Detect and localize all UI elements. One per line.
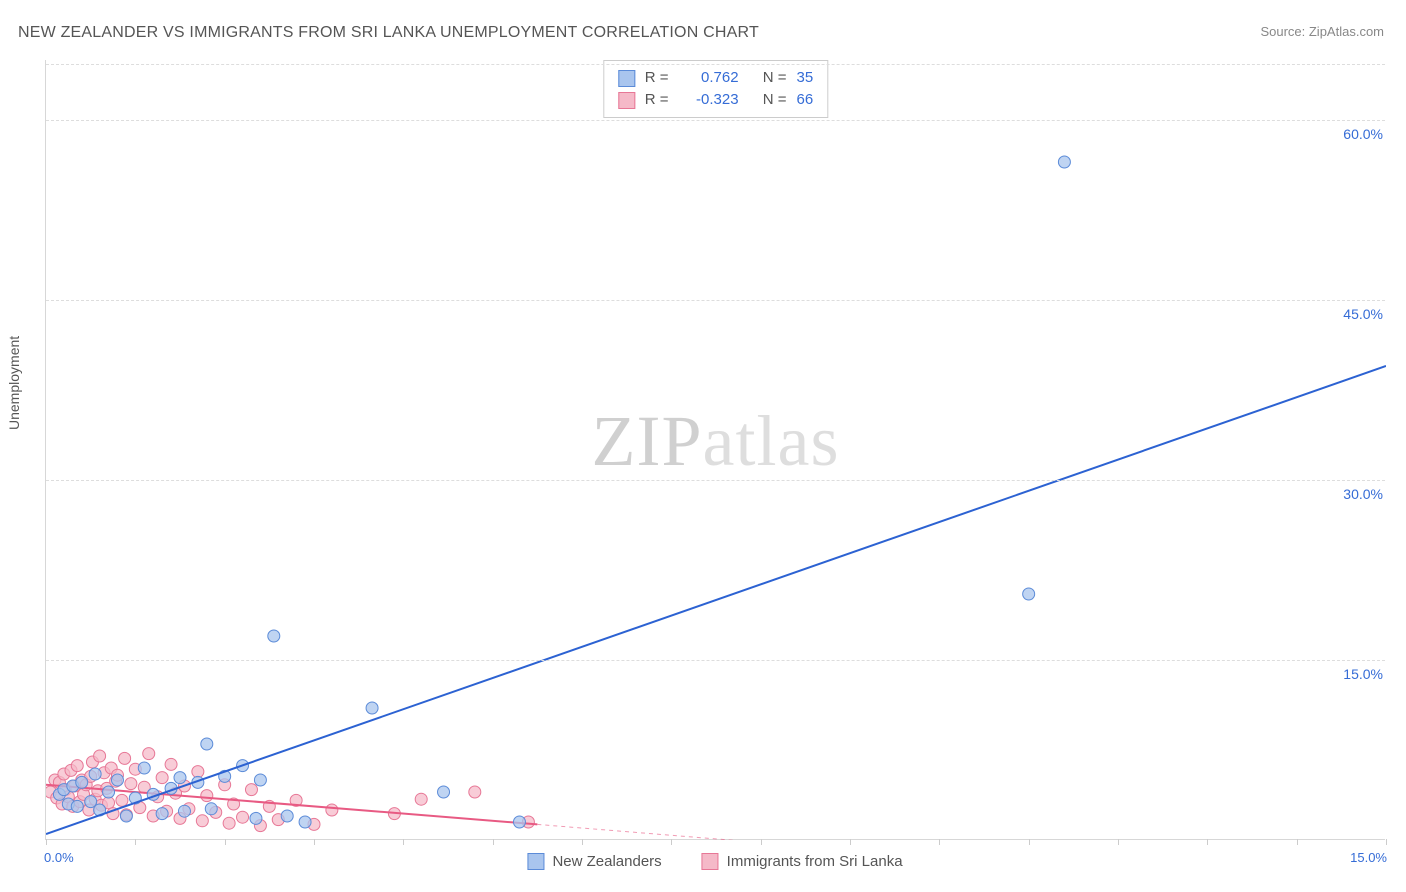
y-tick-label: 60.0% <box>1343 126 1387 142</box>
data-point <box>326 804 338 816</box>
data-point <box>250 812 262 824</box>
data-point <box>469 786 481 798</box>
data-point <box>76 776 88 788</box>
data-point <box>111 774 123 786</box>
data-point <box>138 762 150 774</box>
data-point <box>116 794 128 806</box>
data-point <box>143 748 155 760</box>
data-point <box>223 817 235 829</box>
data-point <box>513 816 525 828</box>
correlation-row-nz: R = 0.762 N = 35 <box>618 67 813 89</box>
data-point <box>438 786 450 798</box>
data-point <box>192 766 204 778</box>
data-point <box>103 786 115 798</box>
chart-container: ZIPatlas R = 0.762 N = 35 R = -0.323 N =… <box>45 60 1385 840</box>
data-point <box>120 810 132 822</box>
x-tick <box>225 839 226 845</box>
data-point <box>94 750 106 762</box>
data-point <box>156 772 168 784</box>
data-point <box>125 778 137 790</box>
x-tick <box>314 839 315 845</box>
y-tick-label: 30.0% <box>1343 486 1387 502</box>
chart-source: Source: ZipAtlas.com <box>1260 24 1384 39</box>
correlation-legend: R = 0.762 N = 35 R = -0.323 N = 66 <box>603 60 828 118</box>
legend-sl: Immigrants from Sri Lanka <box>702 853 903 870</box>
x-tick <box>135 839 136 845</box>
data-point <box>119 752 131 764</box>
regression-line <box>46 366 1386 834</box>
x-tick <box>850 839 851 845</box>
gridline <box>46 300 1385 301</box>
x-tick <box>671 839 672 845</box>
swatch-nz <box>618 70 635 87</box>
x-tick <box>1118 839 1119 845</box>
plot-area: ZIPatlas R = 0.762 N = 35 R = -0.323 N =… <box>45 60 1385 840</box>
data-point <box>281 810 293 822</box>
data-point <box>268 630 280 642</box>
x-tick <box>1207 839 1208 845</box>
gridline <box>46 480 1385 481</box>
chart-svg <box>46 60 1386 840</box>
gridline <box>46 660 1385 661</box>
regression-line-ext <box>537 824 876 840</box>
x-tick <box>939 839 940 845</box>
x-tick <box>46 839 47 845</box>
x-tick <box>403 839 404 845</box>
x-axis-max: 15.0% <box>1350 850 1387 865</box>
x-tick <box>1029 839 1030 845</box>
data-point <box>201 790 213 802</box>
series-legend: New Zealanders Immigrants from Sri Lanka <box>527 853 902 870</box>
gridline <box>46 120 1385 121</box>
x-tick <box>1386 839 1387 845</box>
data-point <box>156 808 168 820</box>
data-point <box>415 793 427 805</box>
x-tick <box>582 839 583 845</box>
data-point <box>237 811 249 823</box>
data-point <box>71 760 83 772</box>
data-point <box>254 774 266 786</box>
gridline <box>46 64 1385 65</box>
x-tick <box>761 839 762 845</box>
data-point <box>89 768 101 780</box>
legend-swatch-nz <box>527 853 544 870</box>
y-axis-label: Unemployment <box>6 336 22 430</box>
legend-nz: New Zealanders <box>527 853 661 870</box>
data-point <box>1058 156 1070 168</box>
x-tick <box>1297 839 1298 845</box>
data-point <box>196 815 208 827</box>
swatch-sl <box>618 92 635 109</box>
correlation-row-sl: R = -0.323 N = 66 <box>618 89 813 111</box>
data-point <box>205 803 217 815</box>
data-point <box>366 702 378 714</box>
legend-swatch-sl <box>702 853 719 870</box>
y-tick-label: 15.0% <box>1343 666 1387 682</box>
data-point <box>165 758 177 770</box>
x-axis-min: 0.0% <box>44 850 74 865</box>
data-point <box>245 784 257 796</box>
data-point <box>1023 588 1035 600</box>
data-point <box>178 805 190 817</box>
data-point <box>299 816 311 828</box>
y-tick-label: 45.0% <box>1343 306 1387 322</box>
x-tick <box>493 839 494 845</box>
data-point <box>71 800 83 812</box>
chart-title: NEW ZEALANDER VS IMMIGRANTS FROM SRI LAN… <box>18 24 759 42</box>
data-point <box>174 772 186 784</box>
data-point <box>201 738 213 750</box>
